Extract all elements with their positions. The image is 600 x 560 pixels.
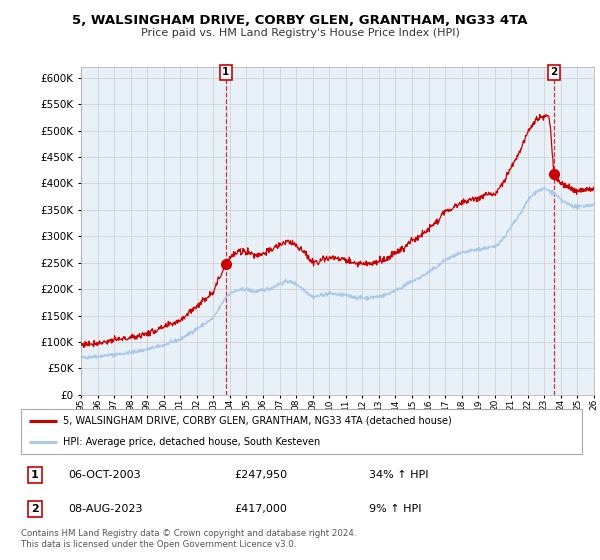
Text: HPI: Average price, detached house, South Kesteven: HPI: Average price, detached house, Sout…	[63, 436, 320, 446]
Text: 2: 2	[31, 504, 39, 514]
Text: £247,950: £247,950	[234, 470, 287, 480]
Text: 06-OCT-2003: 06-OCT-2003	[68, 470, 142, 480]
Text: 5, WALSINGHAM DRIVE, CORBY GLEN, GRANTHAM, NG33 4TA (detached house): 5, WALSINGHAM DRIVE, CORBY GLEN, GRANTHA…	[63, 416, 452, 426]
Text: 5, WALSINGHAM DRIVE, CORBY GLEN, GRANTHAM, NG33 4TA: 5, WALSINGHAM DRIVE, CORBY GLEN, GRANTHA…	[72, 14, 528, 27]
Text: 08-AUG-2023: 08-AUG-2023	[68, 504, 143, 514]
Text: £417,000: £417,000	[234, 504, 287, 514]
Text: 1: 1	[31, 470, 39, 480]
Text: Price paid vs. HM Land Registry's House Price Index (HPI): Price paid vs. HM Land Registry's House …	[140, 28, 460, 38]
Text: 2: 2	[550, 67, 557, 77]
Text: 1: 1	[222, 67, 229, 77]
Text: 34% ↑ HPI: 34% ↑ HPI	[369, 470, 428, 480]
Text: Contains HM Land Registry data © Crown copyright and database right 2024.
This d: Contains HM Land Registry data © Crown c…	[21, 529, 356, 549]
Text: 9% ↑ HPI: 9% ↑ HPI	[369, 504, 421, 514]
